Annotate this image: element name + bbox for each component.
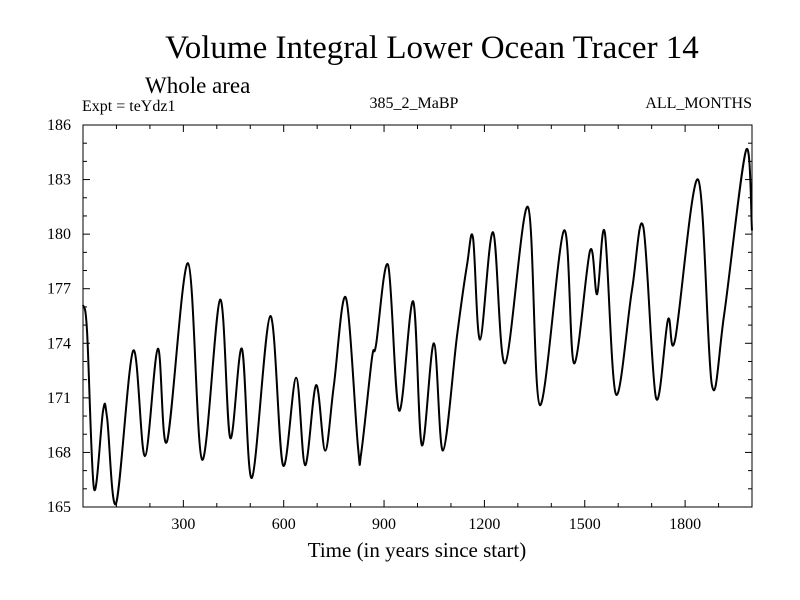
tick-labels: 300 600 900 1200 1500 1800 165 168 171 174 177 180 1…: [47, 117, 701, 533]
y-tick-label: 177: [47, 281, 71, 298]
x-tick-label: 1500: [569, 516, 601, 533]
y-tick-label: 183: [47, 172, 71, 189]
x-tick-label: 1200: [468, 516, 500, 533]
experiment-label: Expt = teYdz1: [82, 98, 175, 115]
plot-frame: [82, 124, 753, 508]
series-line: [82, 147, 753, 506]
x-tick-label: 300: [171, 516, 195, 533]
y-tick-label: 186: [47, 117, 71, 134]
y-tick-label: 174: [47, 335, 71, 352]
chart-subtitle: Whole area: [145, 73, 250, 98]
y-tick-label: 171: [47, 390, 71, 407]
x-tick-label: 900: [372, 516, 396, 533]
axis-ticks: [83, 125, 752, 507]
y-tick-label: 165: [47, 499, 71, 516]
months-label: ALL_MONTHS: [645, 95, 752, 112]
y-tick-label: 168: [47, 444, 71, 461]
x-tick-label: 1800: [669, 516, 701, 533]
y-tick-label: 180: [47, 226, 71, 243]
x-axis-label: Time (in years since start): [308, 538, 527, 562]
series-group: [82, 147, 753, 506]
chart-title: Volume Integral Lower Ocean Tracer 14: [165, 30, 699, 66]
run-label: 385_2_MaBP: [370, 95, 459, 112]
x-tick-label: 600: [272, 516, 296, 533]
